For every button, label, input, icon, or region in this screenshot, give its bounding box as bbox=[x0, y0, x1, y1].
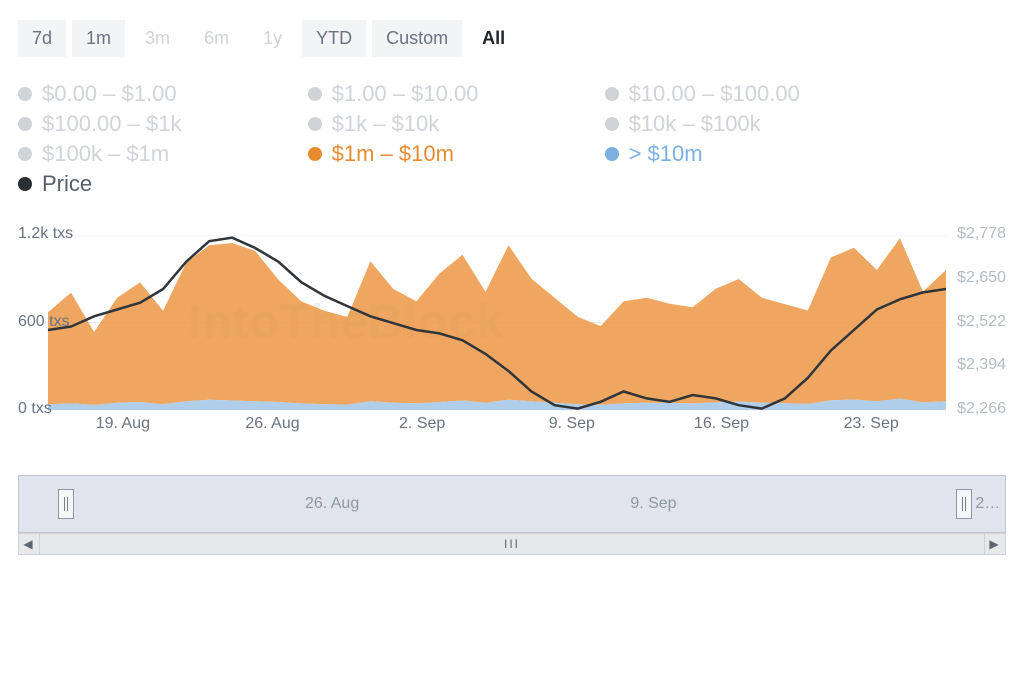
legend-dot-icon bbox=[18, 87, 32, 101]
x-tick: 2. Sep bbox=[399, 415, 445, 433]
navigator-window[interactable] bbox=[19, 476, 1005, 532]
legend-dot-icon bbox=[308, 87, 322, 101]
legend-label: $1.00 – $10.00 bbox=[332, 81, 479, 107]
y-left-tick: 600 txs bbox=[18, 313, 70, 331]
navigator-handle-right[interactable] bbox=[956, 489, 972, 519]
y-left-tick: 1.2k txs bbox=[18, 225, 73, 243]
range-ytd[interactable]: YTD bbox=[302, 20, 366, 57]
legend-label: Price bbox=[42, 171, 92, 197]
legend-label: $10k – $100k bbox=[629, 111, 761, 137]
range-3m: 3m bbox=[131, 20, 184, 57]
legend-item[interactable]: $1m – $10m bbox=[308, 141, 557, 167]
x-tick: 9. Sep bbox=[549, 415, 595, 433]
horizontal-scrollbar[interactable]: ◀ III ▶ bbox=[18, 533, 1006, 555]
legend-item[interactable]: $1k – $10k bbox=[308, 111, 557, 137]
legend-dot-icon bbox=[605, 117, 619, 131]
legend-item[interactable]: $0.00 – $1.00 bbox=[18, 81, 260, 107]
legend-dot-icon bbox=[605, 87, 619, 101]
legend-label: $1k – $10k bbox=[332, 111, 440, 137]
legend-dot-icon bbox=[308, 117, 322, 131]
legend-item[interactable]: $1.00 – $10.00 bbox=[308, 81, 557, 107]
legend-item[interactable]: $10.00 – $100.00 bbox=[605, 81, 878, 107]
x-tick: 23. Sep bbox=[844, 415, 899, 433]
range-1m[interactable]: 1m bbox=[72, 20, 125, 57]
legend: $0.00 – $1.00 $1.00 – $10.00 $10.00 – $100… bbox=[18, 81, 878, 197]
legend-item[interactable]: Price bbox=[18, 171, 260, 197]
legend-item[interactable]: $100.00 – $1k bbox=[18, 111, 260, 137]
range-all[interactable]: All bbox=[468, 20, 519, 57]
legend-label: $10.00 – $100.00 bbox=[629, 81, 800, 107]
navigator-label: 26. Aug bbox=[305, 495, 359, 513]
y-right-tick: $2,650 bbox=[957, 269, 1006, 287]
y-right-tick: $2,522 bbox=[957, 313, 1006, 331]
legend-dot-icon bbox=[605, 147, 619, 161]
chevron-left-icon: ◀ bbox=[23, 537, 34, 551]
y-left-tick: 0 txs bbox=[18, 400, 52, 418]
legend-item[interactable]: > $10m bbox=[605, 141, 878, 167]
legend-dot-icon bbox=[18, 177, 32, 191]
range-1y: 1y bbox=[249, 20, 296, 57]
y-right-tick: $2,394 bbox=[957, 356, 1006, 374]
scroll-thumb-label: III bbox=[504, 537, 520, 551]
legend-label: $0.00 – $1.00 bbox=[42, 81, 177, 107]
range-6m: 6m bbox=[190, 20, 243, 57]
legend-label: > $10m bbox=[629, 141, 703, 167]
y-right-tick: $2,778 bbox=[957, 225, 1006, 243]
navigator[interactable]: 26. Aug 9. Sep 2… bbox=[18, 475, 1006, 533]
chart-canvas bbox=[18, 235, 1006, 445]
legend-dot-icon bbox=[18, 147, 32, 161]
scroll-right-button[interactable]: ▶ bbox=[984, 534, 1005, 554]
x-tick: 16. Sep bbox=[694, 415, 749, 433]
legend-item[interactable]: $100k – $1m bbox=[18, 141, 260, 167]
navigator-label: 2… bbox=[975, 495, 1000, 513]
x-tick: 26. Aug bbox=[245, 415, 299, 433]
legend-dot-icon bbox=[308, 147, 322, 161]
x-tick: 19. Aug bbox=[96, 415, 150, 433]
chart: IntoTheBlock 1.2k txs600 txs0 txs$2,778$… bbox=[18, 235, 1006, 445]
range-custom[interactable]: Custom bbox=[372, 20, 462, 57]
chevron-right-icon: ▶ bbox=[989, 537, 1000, 551]
area-1m-10m bbox=[48, 238, 946, 405]
legend-dot-icon bbox=[18, 117, 32, 131]
navigator-label: 9. Sep bbox=[630, 495, 676, 513]
navigator-handle-left[interactable] bbox=[58, 489, 74, 519]
time-range-selector: 7d1m3m6m1yYTDCustomAll bbox=[18, 20, 1006, 57]
legend-item[interactable]: $10k – $100k bbox=[605, 111, 878, 137]
scroll-left-button[interactable]: ◀ bbox=[19, 534, 40, 554]
legend-label: $100k – $1m bbox=[42, 141, 169, 167]
legend-label: $100.00 – $1k bbox=[42, 111, 181, 137]
range-7d[interactable]: 7d bbox=[18, 20, 66, 57]
legend-label: $1m – $10m bbox=[332, 141, 454, 167]
y-right-tick: $2,266 bbox=[957, 400, 1006, 418]
